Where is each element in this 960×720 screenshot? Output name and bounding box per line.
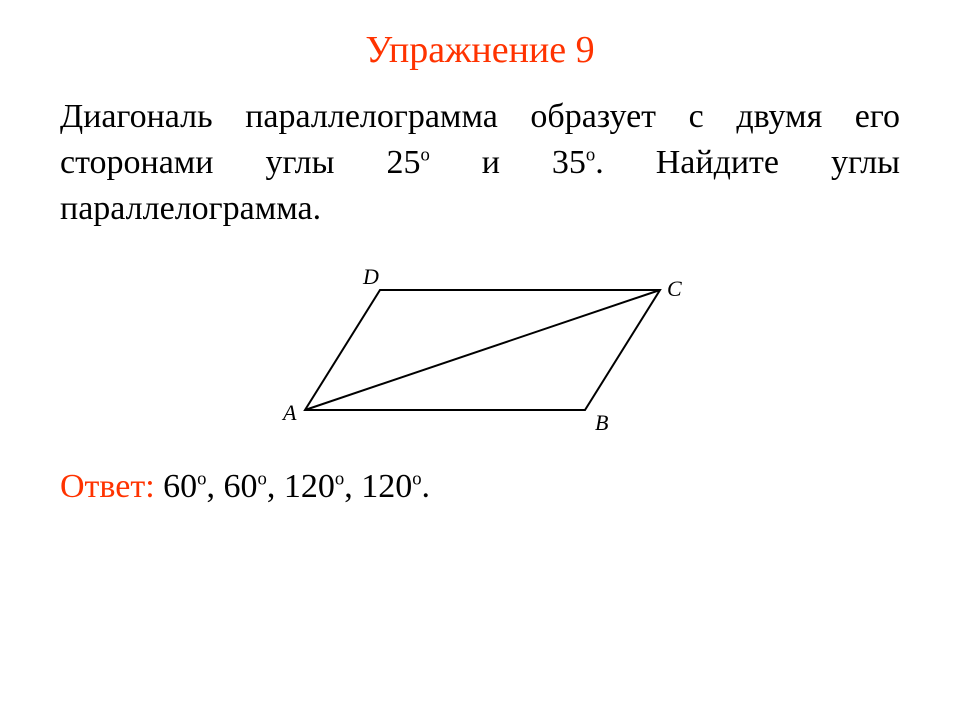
vertex-label-a: A xyxy=(281,400,297,425)
degree-symbol: о xyxy=(586,145,595,166)
exercise-title: Упражнение 9 xyxy=(50,28,910,72)
slide: Упражнение 9 Диагональ параллелограмма о… xyxy=(0,0,960,720)
diagonal-ac xyxy=(305,290,660,410)
answer-value: 60 xyxy=(155,468,198,505)
problem-text: Диагональ параллелограмма образует с дву… xyxy=(60,94,900,232)
problem-mid: и 35 xyxy=(430,144,586,181)
vertex-label-c: C xyxy=(667,276,682,301)
vertex-label-d: D xyxy=(362,264,379,289)
parallelogram-figure: A B C D xyxy=(265,250,695,440)
vertex-label-b: B xyxy=(595,410,608,435)
answer-label: Ответ: xyxy=(60,468,155,505)
answer-line: Ответ: 60о, 60о, 120о, 120о. xyxy=(60,468,910,506)
answer-separator: , xyxy=(207,468,224,505)
degree-symbol: о xyxy=(258,468,267,489)
degree-symbol: о xyxy=(412,468,421,489)
answer-separator: . xyxy=(422,468,431,505)
answer-separator: , xyxy=(267,468,284,505)
degree-symbol: о xyxy=(420,145,429,166)
answer-value: 120 xyxy=(284,468,335,505)
answer-value: 60 xyxy=(224,468,258,505)
answer-separator: , xyxy=(344,468,361,505)
answer-values: 60о, 60о, 120о, 120о. xyxy=(155,468,430,505)
degree-symbol: о xyxy=(197,468,206,489)
answer-value: 120 xyxy=(361,468,412,505)
degree-symbol: о xyxy=(335,468,344,489)
